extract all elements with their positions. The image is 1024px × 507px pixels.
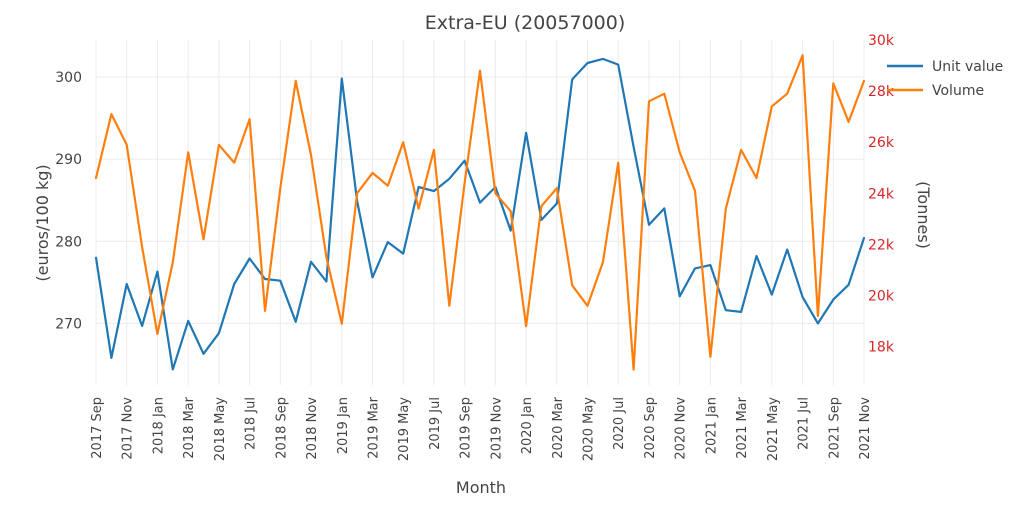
x-tick-label: 2020 Jul — [612, 397, 627, 450]
x-tick-label: 2020 Nov — [674, 397, 689, 460]
x-tick-label: 2018 Jul — [244, 397, 259, 450]
x-tick-label: 2020 Jan — [520, 397, 535, 454]
y2-tick-label: 20k — [868, 289, 895, 305]
chart-title: Extra-EU (20057000) — [425, 12, 626, 34]
x-tick-label: 2019 Mar — [366, 396, 381, 458]
x-tick-label: 2020 Sep — [643, 397, 658, 459]
y2-tick-label: 18k — [868, 340, 895, 356]
y-tick-label: 280 — [55, 234, 82, 250]
y2-tick-label: 26k — [868, 135, 895, 151]
x-tick-label: 2019 Jul — [428, 397, 443, 450]
series-line-volume — [94, 54, 866, 371]
x-tick-label: 2021 Sep — [827, 397, 842, 459]
x-tick-label: 2019 Sep — [459, 397, 474, 459]
x-tick-label: 2020 May — [582, 397, 597, 461]
legend-label-unit-value: Unit value — [932, 59, 1003, 75]
y2-axis-label: (Tonnes) — [914, 181, 933, 249]
y-tick-label: 300 — [55, 70, 82, 86]
x-tick-label: 2021 Jul — [797, 397, 812, 450]
x-tick-label: 2021 Jan — [704, 397, 719, 454]
x-tick-label: 2019 May — [397, 397, 412, 461]
x-tick-label: 2021 Nov — [858, 397, 873, 460]
tick-labels: 270 280 290 300 18k 20k 22k 24k 26k 28k 30k 2017 Se… — [55, 33, 895, 461]
x-tick-label: 2021 Mar — [735, 396, 750, 458]
x-tick-label: 2018 Mar — [182, 396, 197, 458]
y2-tick-label: 30k — [868, 33, 895, 49]
y2-tick-label: 22k — [868, 237, 895, 253]
x-axis-label: Month — [456, 478, 506, 497]
x-tick-label: 2018 Jan — [151, 397, 166, 454]
y2-tick-label: 24k — [868, 186, 895, 202]
x-tick-label: 2018 May — [213, 397, 228, 461]
legend[interactable]: Unit value Volume — [887, 59, 1003, 99]
x-tick-label: 2018 Nov — [305, 397, 320, 460]
grid — [95, 40, 865, 385]
x-tick-label: 2019 Nov — [489, 397, 504, 460]
series-line-unit-value — [94, 57, 866, 371]
legend-label-volume: Volume — [932, 83, 984, 99]
x-tick-label: 2019 Jan — [336, 397, 351, 454]
y-tick-label: 290 — [55, 152, 82, 168]
y-axis-label: (euros/100 kg) — [33, 164, 52, 281]
x-tick-label: 2017 Nov — [121, 397, 136, 460]
y2-tick-label: 28k — [868, 84, 895, 100]
x-tick-label: 2017 Sep — [90, 397, 105, 459]
series-lines — [94, 54, 866, 371]
y-tick-label: 270 — [55, 316, 82, 332]
x-tick-label: 2021 May — [766, 397, 781, 461]
x-tick-label: 2018 Sep — [274, 397, 289, 459]
x-tick-label: 2020 Mar — [551, 396, 566, 458]
